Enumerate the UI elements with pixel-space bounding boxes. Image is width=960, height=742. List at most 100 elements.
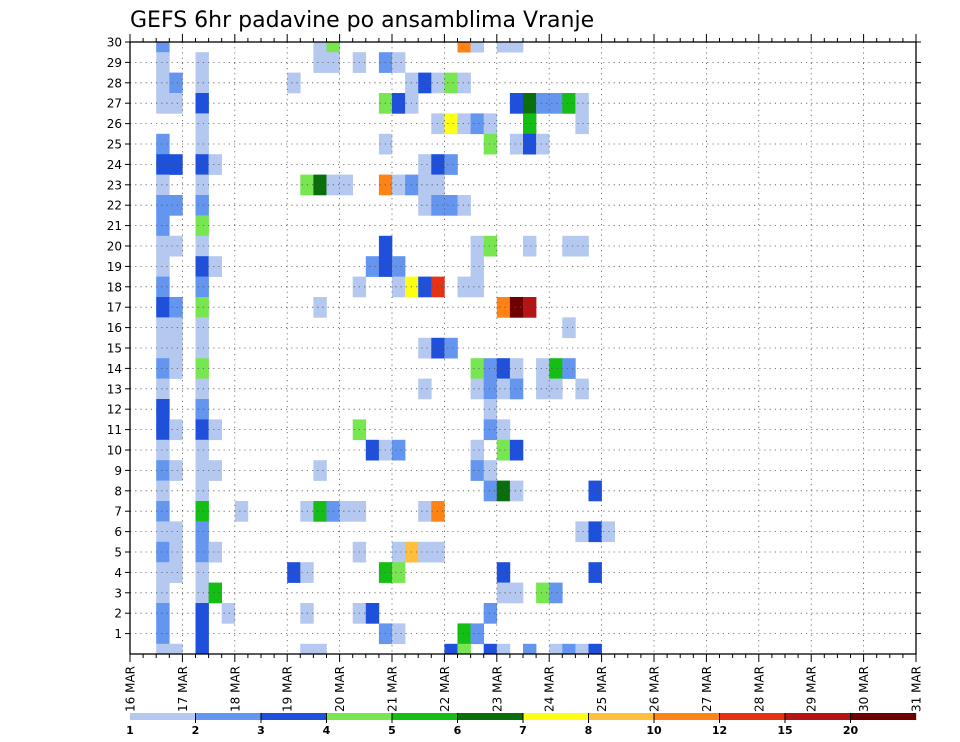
heatmap-cell: [483, 480, 498, 502]
heatmap-cell: [509, 480, 524, 502]
y-tick-label: 27: [107, 97, 122, 111]
heatmap-cell: [208, 541, 222, 563]
heatmap-cell: [562, 643, 576, 655]
heatmap-cell: [509, 378, 524, 400]
heatmap-cell: [457, 195, 471, 216]
colorbar-label: 12: [712, 724, 727, 737]
heatmap-cell: [470, 358, 484, 379]
heatmap-cell: [575, 93, 589, 114]
heatmap-cell: [156, 562, 170, 583]
colorbar-label: 8: [585, 724, 593, 737]
heatmap-cell: [457, 276, 471, 298]
y-tick-label: 3: [114, 586, 122, 600]
heatmap-cell: [496, 419, 511, 441]
heatmap-cell: [156, 215, 170, 237]
x-tick-label: 17 MAR: [176, 666, 190, 712]
colorbar-label: 10: [646, 724, 662, 737]
heatmap-cell: [575, 113, 589, 135]
heatmap-cell: [392, 541, 406, 563]
heatmap-cell: [418, 154, 432, 175]
heatmap-cell: [156, 72, 170, 94]
heatmap-cell: [339, 501, 353, 522]
x-tick-label: 22 MAR: [438, 666, 452, 712]
heatmap-cell: [169, 195, 183, 216]
heatmap-cell: [169, 235, 183, 257]
x-tick-label: 29 MAR: [805, 666, 819, 712]
heatmap-cell: [549, 582, 563, 604]
heatmap-cell: [169, 317, 183, 339]
heatmap-cell: [313, 42, 327, 53]
heatmap-cell: [483, 643, 498, 655]
x-tick-label: 21 MAR: [386, 666, 400, 712]
heatmap-cell: [195, 93, 209, 114]
heatmap-cell: [509, 93, 524, 114]
heatmap-cell: [195, 541, 209, 563]
heatmap-cell: [156, 154, 170, 175]
colorbar-swatch: [523, 713, 589, 720]
y-tick-label: 19: [107, 260, 122, 274]
y-tick-label: 21: [107, 219, 122, 233]
x-tick-label: 28 MAR: [752, 666, 766, 712]
heatmap-cell: [496, 42, 511, 53]
colorbar-swatch: [261, 713, 327, 720]
heatmap-cell: [418, 337, 432, 359]
heatmap-cell: [156, 541, 170, 563]
colorbar-swatch: [850, 713, 917, 720]
heatmap-cell: [509, 582, 524, 604]
heatmap-cell: [156, 276, 170, 298]
heatmap-cell: [195, 337, 209, 359]
heatmap-cell: [208, 460, 222, 481]
heatmap-cell: [156, 256, 170, 277]
heatmap-cell: [483, 603, 498, 624]
colorbar-swatch: [719, 713, 786, 720]
heatmap-cell: [523, 643, 537, 655]
y-tick-label: 29: [107, 56, 122, 70]
heatmap-cell: [483, 378, 498, 400]
heatmap-cell: [313, 297, 327, 318]
y-tick-label: 4: [114, 566, 122, 580]
heatmap-cell: [470, 42, 484, 53]
x-axis-ticks: 16 MAR 17 MAR 18 MAR 19 MAR 20 MAR 21 MAR 22 M…: [124, 34, 924, 712]
heatmap-cell: [457, 42, 471, 53]
x-tick-label: 16 MAR: [124, 666, 138, 712]
heatmap-cell: [470, 623, 484, 645]
heatmap-cell: [588, 562, 602, 583]
x-tick-label: 31 MAR: [910, 666, 924, 712]
heatmap-cell: [156, 337, 170, 359]
heatmap-cell: [470, 276, 484, 298]
heatmap-cell: [169, 460, 183, 481]
colorbar-label: 6: [454, 724, 462, 737]
heatmap-cell: [418, 174, 432, 196]
heatmap-cell: [392, 562, 406, 583]
heatmap-cell: [156, 643, 170, 655]
heatmap-cell: [156, 419, 170, 441]
heatmap-cell: [496, 439, 511, 461]
heatmap-cell: [418, 276, 432, 298]
heatmap-cell: [156, 174, 170, 196]
heatmap-cell: [195, 603, 209, 624]
heatmap-cell: [575, 643, 589, 655]
heatmap-cell: [523, 93, 537, 114]
y-tick-label: 12: [107, 403, 122, 417]
heatmap-cell: [195, 378, 209, 400]
heatmap-cell: [156, 480, 170, 502]
y-tick-label: 18: [107, 280, 122, 294]
colorbar-swatch: [654, 713, 720, 720]
heatmap-cell: [418, 72, 432, 94]
heatmap-cell: [169, 337, 183, 359]
heatmap-cell: [195, 174, 209, 196]
heatmap-cell: [496, 480, 511, 502]
heatmap-cell: [392, 93, 406, 114]
heatmap-cell: [313, 643, 327, 655]
heatmap-cell: [169, 93, 183, 114]
y-tick-label: 10: [107, 444, 122, 458]
heatmap-cell: [195, 256, 209, 277]
heatmap-cell: [418, 541, 432, 563]
heatmap-cell: [392, 174, 406, 196]
chart-title: GEFS 6hr padavine po ansamblima Vranje: [130, 8, 594, 33]
y-tick-label: 1: [114, 627, 122, 641]
heatmap-cell: [457, 643, 471, 655]
heatmap-cell: [470, 460, 484, 481]
colorbar-label: 2: [192, 724, 200, 737]
heatmap-cell: [496, 297, 511, 318]
